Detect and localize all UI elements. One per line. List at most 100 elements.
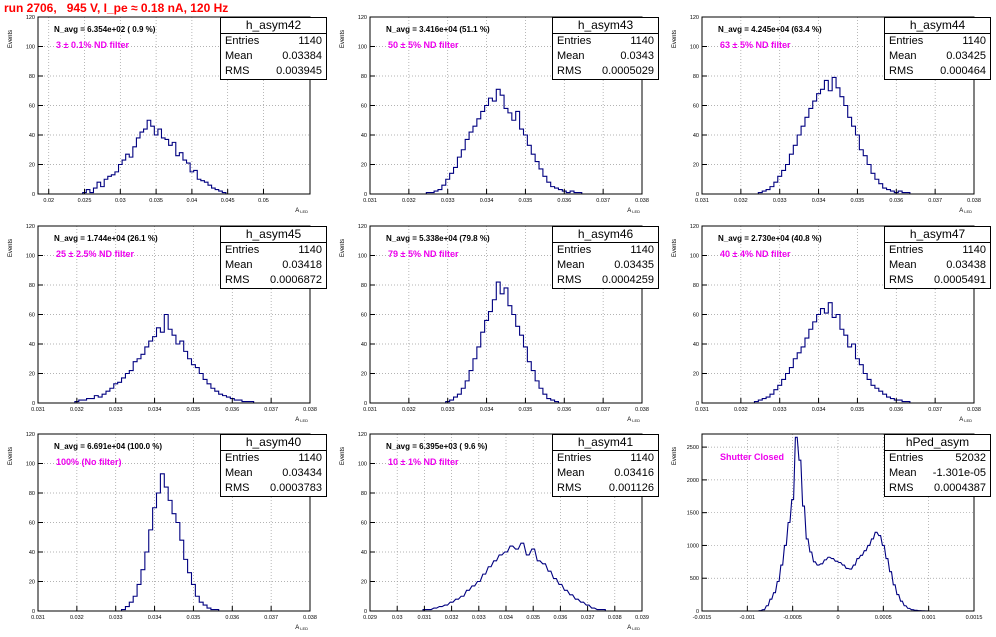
stats-rms-label: RMS	[225, 273, 249, 288]
histogram-bin	[164, 315, 168, 404]
histogram-name: h_asym41	[553, 435, 658, 451]
histogram-bin	[473, 126, 477, 194]
histogram-bin	[788, 523, 790, 612]
y-tick-label: 60	[693, 104, 699, 110]
y-tick-label: 0	[696, 192, 699, 198]
histogram-bin	[801, 126, 805, 194]
y-axis-label: Events	[672, 30, 678, 48]
histogram-bin	[157, 328, 161, 403]
x-axis-label: ALED	[627, 417, 640, 423]
histogram-bin	[492, 300, 496, 403]
histogram-bin	[469, 132, 473, 194]
histogram-bin	[813, 101, 817, 194]
x-tick-label: 0.037	[581, 615, 595, 621]
histogram-bin	[184, 351, 188, 403]
x-tick-label: 0.032	[402, 198, 416, 204]
x-axis-label-subscript: LED	[632, 626, 640, 631]
stats-entries-label: Entries	[889, 243, 923, 258]
x-tick-label: 0.034	[480, 198, 494, 204]
y-tick-label: 40	[29, 133, 35, 139]
x-tick-label: 0.029	[363, 615, 377, 621]
stats-rms-value: 0.0004387	[934, 481, 986, 496]
histogram-bin	[853, 565, 855, 611]
x-tick-label: 0.02	[43, 198, 54, 204]
histogram-bin	[575, 599, 578, 611]
y-tick-label: 100	[26, 254, 35, 260]
y-tick-label: 20	[361, 372, 367, 378]
y-tick-label: 0	[696, 401, 699, 407]
histogram-bin	[543, 176, 547, 194]
stats-mean-row: Mean-1.301e-05	[885, 466, 990, 481]
x-tick-label: 0.036	[225, 615, 239, 621]
histogram-bin	[813, 322, 817, 403]
filter-label: 50 ± 5% ND filter	[388, 40, 458, 50]
histogram-bin	[137, 584, 141, 611]
y-tick-label: 60	[29, 313, 35, 319]
histogram-bin	[160, 474, 164, 611]
n-avg-label: N_avg = 3.416e+04 (51.1 %)	[386, 25, 490, 34]
histogram-bin	[868, 545, 870, 611]
x-axis-label-subscript: LED	[964, 209, 972, 214]
x-tick-label: 0.034	[148, 407, 162, 413]
histogram-bin	[848, 347, 852, 403]
n-avg-label: N_avg = 5.338e+04 (79.8 %)	[386, 234, 490, 243]
histogram-bin	[531, 371, 535, 403]
x-tick-label: 0.034	[812, 407, 826, 413]
y-tick-label: 100	[26, 45, 35, 51]
histogram-bin	[208, 185, 212, 194]
histogram-bin	[555, 188, 559, 194]
histogram-name: h_asym46	[553, 227, 658, 243]
stats-mean-value: -1.301e-05	[933, 466, 986, 481]
histogram-bin	[810, 552, 812, 611]
histogram-bin	[94, 396, 98, 403]
filter-label: Shutter Closed	[720, 452, 784, 462]
stats-mean-label: Mean	[889, 49, 917, 64]
histogram-name: h_asym42	[221, 18, 326, 34]
histogram-bin	[477, 119, 481, 194]
histogram-bin	[169, 145, 173, 194]
histogram-bin	[204, 182, 208, 194]
histogram-bin	[126, 154, 130, 194]
histogram-bin	[194, 170, 198, 194]
x-tick-label: 0.037	[264, 407, 278, 413]
x-tick-label: 0.035	[519, 198, 533, 204]
histogram-bin	[836, 315, 840, 404]
stats-mean-value: 0.03435	[614, 258, 654, 273]
stats-mean-value: 0.03416	[614, 466, 654, 481]
stats-entries-label: Entries	[557, 451, 591, 466]
histogram-bin	[863, 374, 867, 404]
stats-entries-label: Entries	[557, 34, 591, 49]
n-avg-label: N_avg = 6.691e+04 (100.0 %)	[54, 442, 162, 451]
histogram-bin	[806, 539, 808, 611]
histogram-bin	[871, 173, 875, 194]
histogram-bin	[160, 332, 164, 403]
histogram-bin	[803, 506, 805, 611]
y-tick-label: 20	[361, 580, 367, 586]
x-tick-label: 0.033	[773, 198, 787, 204]
histogram-bin	[172, 142, 176, 194]
histogram-name: h_asym45	[221, 227, 326, 243]
y-axis-label: Events	[672, 239, 678, 257]
stats-entries-value: 1140	[630, 34, 654, 49]
y-tick-label: 40	[361, 133, 367, 139]
y-tick-label: 1500	[687, 511, 699, 517]
histogram-bin	[203, 379, 207, 403]
histogram-bin	[149, 341, 153, 403]
y-tick-label: 80	[693, 283, 699, 289]
histogram-bin	[883, 188, 887, 194]
histogram-bin	[176, 156, 180, 194]
y-tick-label: 40	[29, 550, 35, 556]
histogram-bin	[172, 514, 176, 611]
stats-rms-value: 0.0004259	[602, 273, 654, 288]
histogram-bin	[543, 564, 546, 611]
histogram-bin	[887, 190, 891, 194]
histogram-bin	[828, 91, 832, 194]
histogram-bin	[188, 359, 192, 403]
